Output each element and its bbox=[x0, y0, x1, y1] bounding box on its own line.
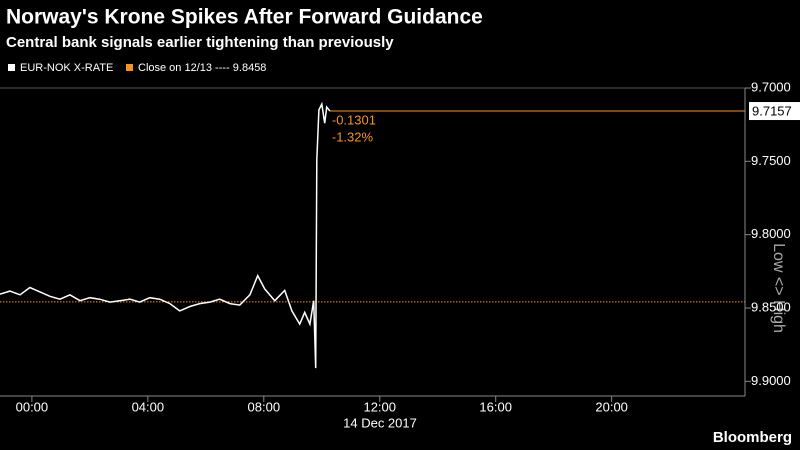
x-tick-label: 12:00 bbox=[363, 399, 396, 414]
legend-swatch bbox=[126, 64, 133, 71]
axis-label: Low <> High bbox=[770, 243, 787, 333]
date-label: 14 Dec 2017 bbox=[343, 415, 417, 430]
series-line bbox=[0, 101, 331, 369]
y-tick-label: 9.7000 bbox=[751, 79, 791, 94]
y-tick-label: 9.8000 bbox=[751, 226, 791, 241]
legend-label: Close on 12/13 ---- 9.8458 bbox=[138, 62, 266, 74]
last-value-box bbox=[749, 102, 800, 121]
x-tick-label: 20:00 bbox=[595, 399, 628, 414]
x-tick-label: 16:00 bbox=[479, 399, 512, 414]
last-value-label: 9.7157 bbox=[752, 103, 792, 118]
x-tick-label: 04:00 bbox=[132, 399, 165, 414]
y-tick-label: 9.9000 bbox=[751, 373, 791, 388]
source: Bloomberg bbox=[713, 429, 792, 446]
y-tick-label: 9.7500 bbox=[751, 153, 791, 168]
reference-label: Close on 12/13 ---- bbox=[138, 62, 230, 74]
chart-title: Norway's Krone Spikes After Forward Guid… bbox=[6, 6, 483, 29]
y-tick-label: 9.8500 bbox=[751, 299, 791, 314]
annotation: -0.1301 bbox=[332, 112, 376, 127]
legend-label: EUR-NOK X-RATE bbox=[20, 62, 113, 74]
x-tick-label: 08:00 bbox=[248, 399, 281, 414]
annotation: -1.32% bbox=[332, 129, 374, 144]
legend-swatch bbox=[8, 64, 15, 71]
chart-subtitle: Central bank signals earlier tightening … bbox=[6, 34, 394, 51]
reference-value: 9.8458 bbox=[233, 62, 267, 74]
x-tick-label: 00:00 bbox=[16, 399, 49, 414]
